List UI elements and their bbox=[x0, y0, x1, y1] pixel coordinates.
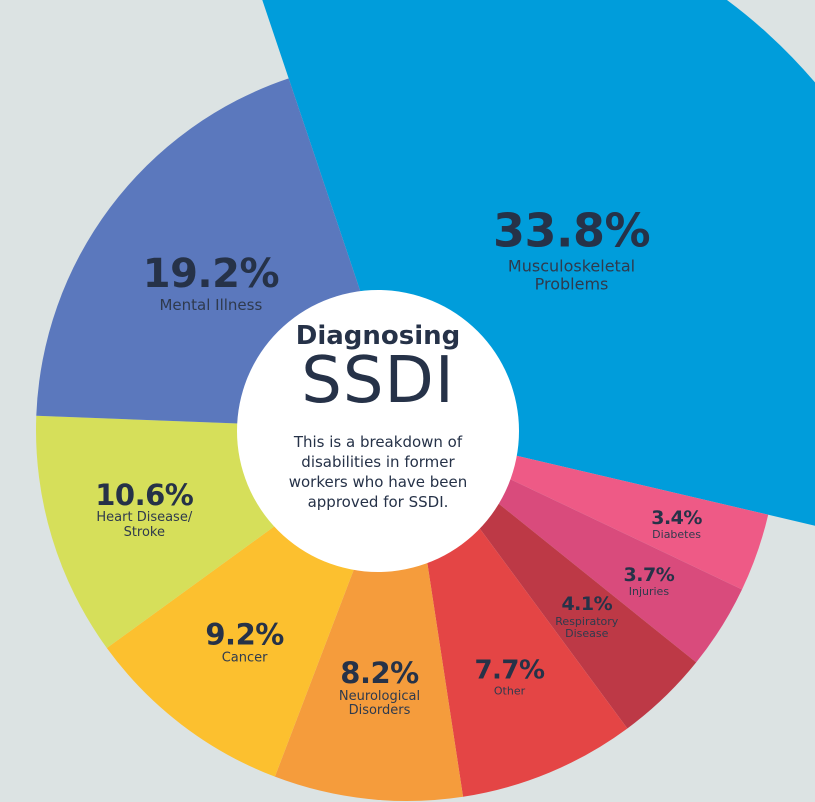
slice-category-label: Other bbox=[493, 684, 526, 698]
slice-category-label: Heart Disease/ Stroke bbox=[96, 510, 193, 541]
slice-value-label: 4.1% bbox=[561, 593, 613, 616]
slice-label: 3.7% Injuries bbox=[623, 564, 675, 599]
slice-value-label: 33.8% bbox=[492, 203, 651, 258]
slice-value-label: 7.7% bbox=[474, 654, 545, 685]
slice-value-label: 9.2% bbox=[205, 617, 284, 652]
slice-category-label: Injuries bbox=[628, 585, 670, 599]
slice-category-label: Respiratory Disease bbox=[555, 614, 619, 641]
slice-value-label: 3.4% bbox=[651, 506, 702, 529]
slice-value-label: 10.6% bbox=[95, 478, 194, 513]
slice-value-label: 3.7% bbox=[623, 564, 675, 587]
slice-category-label: Diabetes bbox=[652, 527, 702, 541]
slice-category-label: Neurological Disorders bbox=[338, 688, 421, 719]
slice-label: 3.4% Diabetes bbox=[651, 506, 702, 542]
slice-category-label: Cancer bbox=[221, 650, 268, 666]
slice-label: 33.8% Musculoskeletal Problems bbox=[492, 203, 651, 294]
slice-label: 4.1% Respiratory Disease bbox=[555, 594, 618, 640]
slice-category-label: Musculoskeletal Problems bbox=[507, 256, 636, 294]
chart-description: This is a breakdown of disabilities in f… bbox=[288, 433, 468, 511]
slice-category-label: Mental Illness bbox=[159, 296, 263, 315]
chart-subtitle: SSDI bbox=[301, 344, 455, 418]
slice-label: 8.2% Neurological Disorders bbox=[339, 657, 420, 719]
slice-label: 10.6% Heart Disease/ Stroke bbox=[95, 478, 194, 541]
slice-label: 7.7% Other bbox=[474, 654, 545, 698]
slice-value-label: 19.2% bbox=[142, 251, 280, 298]
slice-label: 9.2% Cancer bbox=[205, 617, 284, 666]
chart-title: Diagnosing bbox=[295, 321, 461, 351]
center-circle: Diagnosing SSDI This is a breakdown of d… bbox=[237, 290, 519, 572]
slice-value-label: 8.2% bbox=[340, 656, 419, 691]
slice-label: 19.2% Mental Illness bbox=[142, 251, 280, 315]
